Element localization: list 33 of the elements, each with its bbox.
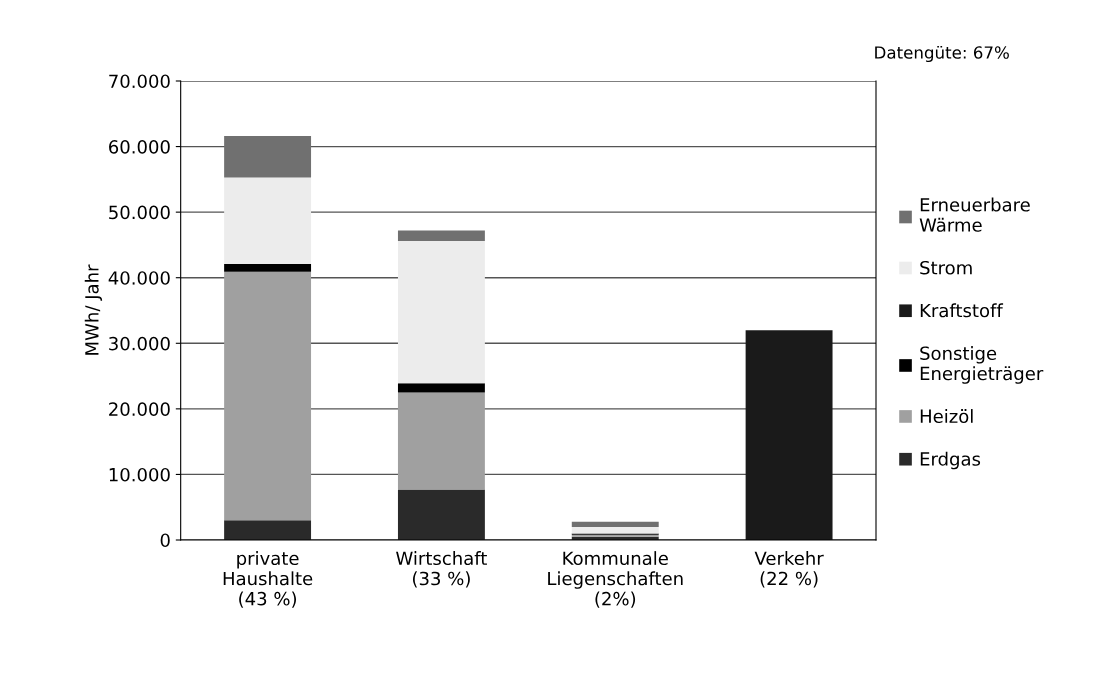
bar [224,263,312,272]
y-tick-label: 70.000 [109,74,170,89]
bar [397,240,485,384]
y-tick-label: 60.000 [109,140,170,154]
y-tick-label: 0 [160,533,170,548]
y-tick-label: 20.000 [109,402,170,416]
bar [397,230,485,241]
x-tick-label: Wirtschaft (33 %) [396,551,487,588]
bar [224,136,312,178]
bar [224,177,312,264]
legend-label: Strom [920,260,972,275]
y-tick-label: 10.000 [109,467,170,482]
legend-label: Erdgas [920,451,981,470]
x-tick-label: private Haushalte (43 %) [223,551,313,608]
y-tick-label: 50.000 [109,205,170,220]
bar [224,520,312,540]
bar [571,521,659,527]
legend-label: Heizöl [920,409,973,424]
y-axis-title: MWh/ Jahr [84,264,103,355]
bar [224,271,312,521]
legend-label: Kraftstoff [920,303,1004,318]
text: Datengüte: 67% [875,45,1009,63]
bar [745,330,833,540]
legend-label: Sonstige Energieträger [920,346,1044,384]
legend-label: Erneuerbare Wärme [919,197,1030,232]
y-tick-label: 30.000 [109,336,170,351]
y-tick-label: 40.000 [108,271,170,285]
bar [397,489,485,540]
x-tick-label: Verkehr (22 %) [754,551,824,588]
bar [571,526,659,534]
bar [397,383,485,393]
x-tick-label: Kommunale Liegenschaften (2%) [548,551,683,608]
bar [397,392,485,490]
